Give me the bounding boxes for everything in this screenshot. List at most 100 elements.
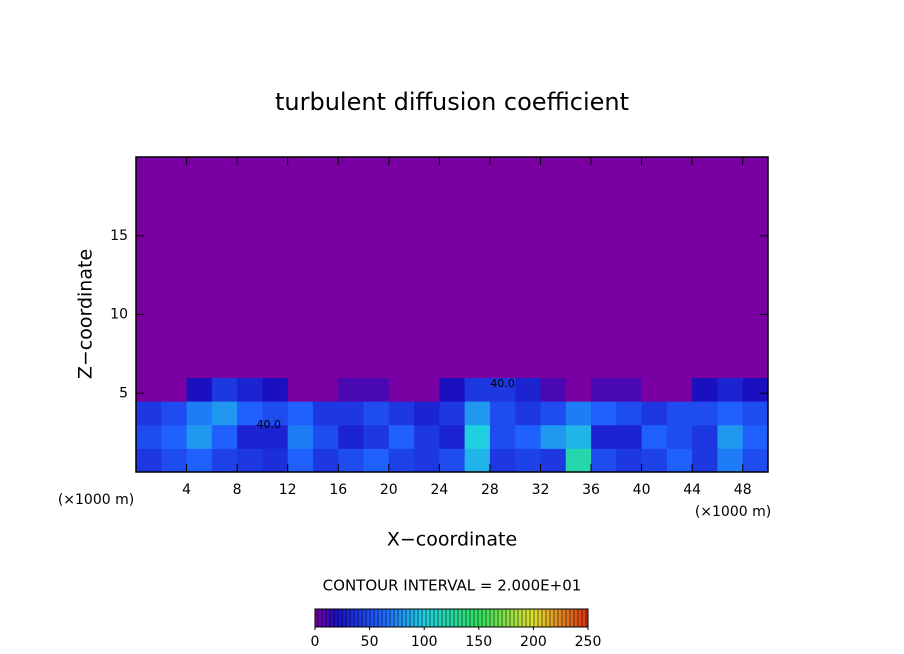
contour-label: 40.0 [490,377,515,390]
cell [388,157,415,378]
cell [237,401,263,426]
cell [666,424,693,449]
cell [464,448,491,473]
y-tick-label: 5 [119,385,128,401]
cell [338,448,365,473]
cell [287,157,314,378]
contour-label: 40.0 [256,418,281,431]
cell [717,448,744,473]
cell [692,157,718,378]
cell [692,401,718,426]
cell [414,448,440,473]
cell [616,448,643,473]
cell [692,448,718,473]
cell [641,377,668,402]
cell [692,424,718,449]
cell [439,401,466,426]
cell [666,157,693,378]
cell [338,377,365,402]
cell [312,401,339,426]
cell [692,377,718,402]
cell [388,377,415,402]
cell [338,157,365,378]
colorbar [314,608,589,628]
y-axis-label: Z−coordinate [75,249,97,379]
colorbar-tick-label: 100 [411,634,438,650]
cell [540,377,567,402]
colorbar-tick-label: 50 [361,634,379,650]
cell [237,157,263,378]
x-tick-label: 48 [734,482,752,498]
cell [489,157,516,378]
cell [186,448,213,473]
cell [515,157,541,378]
cell [338,424,365,449]
cell [262,401,289,426]
cell [388,401,415,426]
cell [211,424,238,449]
x-tick-label: 20 [380,482,398,498]
cell [616,377,643,402]
cell [439,448,466,473]
cell [414,157,440,378]
y-tick-label: 15 [110,228,128,244]
cell [616,401,643,426]
cell [414,377,440,402]
cell [136,157,162,378]
cell [616,157,643,378]
cell [565,157,592,378]
cell [489,424,516,449]
x-tick-label: 40 [633,482,651,498]
cell [136,401,162,426]
x-tick-label: 36 [582,482,600,498]
cell [388,448,415,473]
x-tick-label: 12 [279,482,297,498]
cell [312,377,339,402]
cell [439,424,466,449]
cell [464,157,491,378]
cell [237,424,263,449]
cell [363,377,390,402]
cell [211,401,238,426]
cell [262,424,289,449]
cell [641,157,668,378]
cell [161,157,188,378]
cell [717,157,744,378]
cell [262,448,289,473]
cell [312,424,339,449]
x-tick-label: 16 [329,482,347,498]
cell [616,424,643,449]
cell [666,401,693,426]
cell [439,157,466,378]
cell [161,448,188,473]
cell [515,424,541,449]
cell [742,401,769,426]
cell [591,401,617,426]
x-tick-label: 44 [683,482,701,498]
cell [439,377,466,402]
contour-interval: CONTOUR INTERVAL = 2.000E+01 [323,577,582,595]
cell [287,448,314,473]
cell [414,401,440,426]
cell [262,157,289,378]
cell [237,377,263,402]
x-unit: (×1000 m) [695,504,771,520]
cell [464,424,491,449]
cell [287,377,314,402]
cell [540,448,567,473]
colorbar-tick-label: 200 [520,634,547,650]
cell [262,377,289,402]
cell [161,401,188,426]
cell [211,377,238,402]
cell [287,401,314,426]
cell [540,157,567,378]
cell [666,448,693,473]
cell [591,377,617,402]
x-tick-label: 8 [233,482,242,498]
cell [388,424,415,449]
cell [565,401,592,426]
cell [186,401,213,426]
colorbar-tick-label: 150 [465,634,492,650]
y-unit: (×1000 m) [58,492,134,508]
